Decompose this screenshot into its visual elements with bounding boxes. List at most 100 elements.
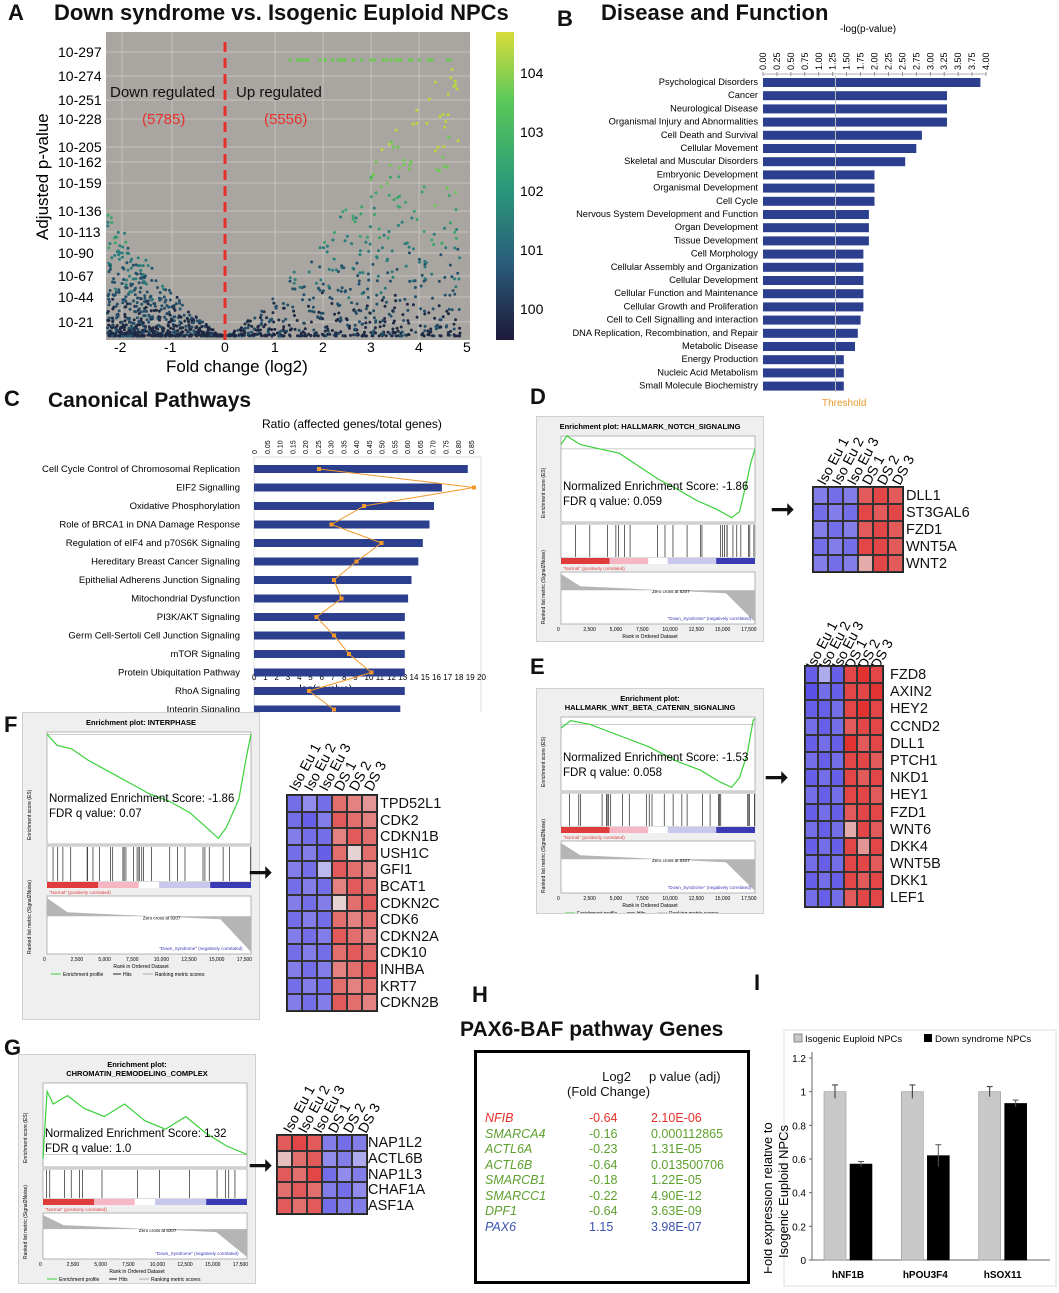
normal-label: "Normal" (positively correlated)	[45, 1207, 107, 1212]
heatmap-cell	[873, 504, 888, 521]
svg-text:10-297: 10-297	[58, 44, 102, 60]
table-row: DPF1 -0.64 3.63E-09	[485, 1204, 724, 1220]
gsea-title: HALLMARK_WNT_BETA_CATENIN_SIGNALING	[565, 703, 736, 712]
heatmap-cell	[818, 717, 831, 735]
bar	[254, 668, 405, 677]
ds-label: "Down_Syndrome" (negatively correlated)	[668, 885, 752, 890]
category-label: Cellular Assembly and Organization	[611, 262, 758, 272]
gene-label: FZD1	[906, 522, 943, 538]
heatmap-cell	[858, 504, 873, 521]
heatmap-cell	[858, 521, 873, 538]
legend-metric: Ranking metric scores	[151, 1277, 201, 1283]
heatmap-cell	[818, 820, 831, 838]
heatmap-cell	[322, 1150, 337, 1167]
pax6-baf-table: Log2 (Fold Change) p value (adj) NFIB -0.…	[474, 1050, 750, 1284]
category-label: Cell to Cell Signalling and interaction	[607, 315, 758, 325]
svg-text:10-274: 10-274	[58, 68, 102, 84]
gsea-title: Enrichment plot:	[620, 694, 680, 703]
bar	[763, 91, 947, 101]
category-label: Nucleic Acid Metabolism	[657, 367, 758, 377]
heatmap-cell	[870, 855, 883, 873]
volcano-y-tick: 10-90	[58, 245, 94, 261]
gsea-title: Enrichment plot: HALLMARK_NOTCH_SIGNALIN…	[560, 422, 741, 431]
volcano-y-axis-label: Adjusted p-value	[33, 113, 52, 240]
category-label: hPOU3F4	[903, 1270, 948, 1281]
bar	[763, 130, 922, 140]
gene-label: HEY2	[890, 701, 928, 718]
heatmap-cell	[277, 1198, 292, 1214]
heatmap-cell	[362, 861, 377, 878]
gene-label: KRT7	[380, 978, 417, 995]
heatmap-cell	[322, 1182, 337, 1199]
heatmap-cell	[888, 538, 903, 555]
panel-label-e: E	[530, 654, 545, 679]
heatmap-cell	[844, 803, 857, 821]
bottom-tick: 15	[421, 673, 430, 682]
fdr-text: FDR q value: 0.059	[563, 496, 662, 508]
heatmap-cell	[873, 538, 888, 555]
volcano-x-tick: 4	[415, 339, 423, 355]
heatmap-notch-genes: DLL1 ST3GAL6 FZD1 WNT5A WNT2	[906, 488, 970, 573]
volcano-plot-area	[106, 32, 470, 340]
x-tick: 2.00	[870, 52, 880, 70]
heatmap-cell	[337, 1135, 352, 1151]
table-header-log2: Log2 (Fold Change)	[567, 1069, 650, 1099]
heatmap-cell	[302, 911, 317, 928]
bottom-tick: 12	[387, 673, 396, 682]
heatmap-cell	[828, 521, 843, 538]
volcano-down-count: (5785)	[142, 111, 185, 128]
top-tick: 0.55	[392, 440, 399, 454]
top-tick: 0.45	[367, 440, 374, 454]
heatmap-chromatin-genes: NAP1L2 ACTL6B NAP1L3 CHAF1A ASF1A	[368, 1135, 425, 1215]
volcano-y-tick: 10-205	[58, 139, 102, 155]
svg-text:10-113: 10-113	[58, 224, 101, 240]
gsea-x-tick: 12,500	[689, 896, 705, 902]
gene-label: CDK10	[380, 945, 427, 962]
category-label: Organismal Injury and Abnormalities	[609, 117, 759, 127]
heatmap-cell	[844, 855, 857, 873]
heatmap-cell	[307, 1150, 322, 1167]
volcano-up-count: (5556)	[264, 111, 307, 128]
ds-label: "Down_Syndrome" (negatively correlated)	[155, 1251, 239, 1256]
bottom-tick: 14	[410, 673, 419, 682]
heatmap-cell	[818, 889, 831, 907]
heatmap-cell	[347, 811, 362, 829]
svg-text:10-228: 10-228	[58, 111, 102, 127]
heatmap-cell	[805, 889, 818, 907]
heatmap-cell	[818, 751, 831, 770]
gsea-x-tick: 15,000	[715, 896, 731, 902]
gsea-title: Enrichment plot:	[107, 1060, 167, 1069]
heatmap-cell	[805, 769, 818, 787]
gsea-x-tick: 10,000	[154, 957, 170, 963]
x-tick: 3.00	[925, 52, 935, 70]
gsea-x-tick: 7,500	[636, 896, 649, 902]
heatmap-cell	[287, 944, 302, 961]
volcano-y-tick: 10-159	[58, 175, 102, 191]
heatmap-cell	[813, 555, 828, 572]
heatmap-cell	[857, 751, 870, 770]
arrow-g-icon: ➞	[248, 1149, 274, 1182]
bottom-tick: 18	[455, 673, 464, 682]
legend-metric: Ranking metric scores	[155, 972, 205, 978]
y-tick: 0.6	[792, 1155, 806, 1166]
gene-cell: DPF1	[485, 1204, 517, 1218]
heatmap-cell	[322, 1166, 337, 1183]
ratio-point	[472, 485, 476, 490]
volcano-x-tick: -1	[164, 339, 177, 355]
es-axis-label: Enrichment score (ES)	[23, 1112, 29, 1163]
gsea-plot-wnt: Enrichment plot: HALLMARK_WNT_BETA_CATENI…	[536, 688, 764, 917]
canonical-pathways-chart: Ratio (affected genes/total genes) 0 0.05 0…	[42, 417, 486, 712]
pvalue-cell: 2.10E-06	[651, 1111, 702, 1125]
es-axis-label: Enrichment score (ES)	[27, 789, 33, 840]
bar	[763, 289, 864, 299]
volcano-y-tick: 10-251	[58, 92, 102, 108]
category-label: Cell Morphology	[691, 249, 759, 259]
heatmap-cell	[307, 1182, 322, 1199]
heatmap-cell	[332, 994, 347, 1011]
bottom-tick: 8	[342, 673, 347, 682]
colorbar-tick: 101	[520, 242, 544, 258]
heatmap-cell	[322, 1198, 337, 1214]
heatmap-cell	[844, 786, 857, 804]
enrichment-curve	[560, 718, 756, 789]
heatmap-cell	[844, 717, 857, 735]
